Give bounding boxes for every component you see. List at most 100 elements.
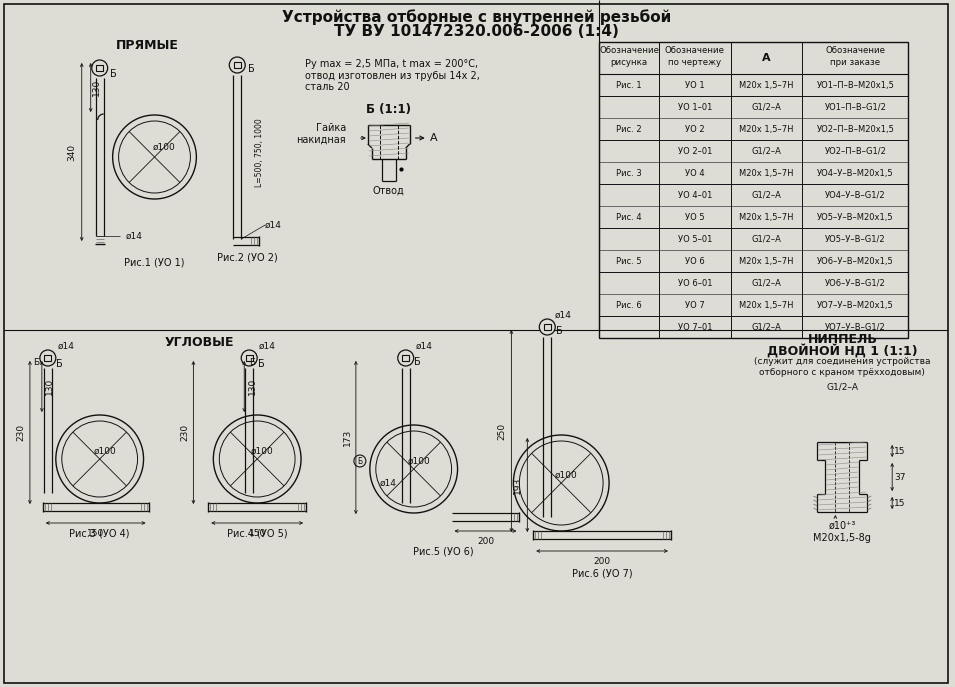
Text: Отвод: Отвод bbox=[372, 186, 405, 196]
Text: ø100: ø100 bbox=[94, 447, 117, 455]
Text: Б: Б bbox=[357, 456, 363, 466]
Text: Рис.5 (УО 6): Рис.5 (УО 6) bbox=[414, 546, 474, 556]
Bar bbox=[44, 355, 52, 361]
Text: УО1–П–В–G1/2: УО1–П–В–G1/2 bbox=[824, 102, 886, 111]
Text: ø10⁺³: ø10⁺³ bbox=[829, 521, 856, 531]
Text: НИППЕЛЬ: НИППЕЛЬ bbox=[807, 333, 878, 346]
Bar bbox=[599, 42, 908, 338]
Text: G1/2–А: G1/2–А bbox=[752, 190, 781, 199]
Text: Рис.4 (УО 5): Рис.4 (УО 5) bbox=[227, 528, 287, 538]
Text: УО 1: УО 1 bbox=[685, 80, 705, 89]
Circle shape bbox=[397, 350, 414, 366]
Text: А: А bbox=[430, 133, 437, 143]
Text: УО6–У–В–М20х1,5: УО6–У–В–М20х1,5 bbox=[817, 256, 894, 265]
Text: G1/2–А: G1/2–А bbox=[752, 234, 781, 243]
Text: УО1–П–В–М20х1,5: УО1–П–В–М20х1,5 bbox=[817, 80, 894, 89]
Text: УО 7–01: УО 7–01 bbox=[677, 322, 712, 332]
Text: 130: 130 bbox=[93, 79, 101, 96]
Text: ТУ ВУ 101472320.006-2006 (1:4): ТУ ВУ 101472320.006-2006 (1:4) bbox=[334, 23, 619, 38]
Text: Рис.6 (УО 7): Рис.6 (УО 7) bbox=[572, 568, 632, 578]
Text: ø14: ø14 bbox=[265, 221, 282, 229]
Text: ПРЯМЫЕ: ПРЯМЫЕ bbox=[117, 38, 179, 52]
Bar bbox=[245, 355, 253, 361]
Text: ø14: ø14 bbox=[379, 479, 396, 488]
Circle shape bbox=[354, 455, 366, 467]
Text: УО6–У–В–G1/2: УО6–У–В–G1/2 bbox=[825, 278, 885, 287]
Text: 200: 200 bbox=[594, 556, 610, 565]
Text: УО 6: УО 6 bbox=[685, 256, 705, 265]
Text: М20х 1,5–7Н: М20х 1,5–7Н bbox=[739, 124, 794, 133]
Text: по чертежу: по чертежу bbox=[668, 58, 721, 67]
Text: при заказе: при заказе bbox=[830, 58, 881, 67]
Text: М20х 1,5–7Н: М20х 1,5–7Н bbox=[739, 168, 794, 177]
Text: Б: Б bbox=[414, 357, 421, 367]
Text: ø14: ø14 bbox=[126, 232, 143, 240]
Text: УО7–У–В–G1/2: УО7–У–В–G1/2 bbox=[825, 322, 885, 332]
Text: 230: 230 bbox=[180, 424, 189, 441]
Text: Б: Б bbox=[249, 357, 255, 366]
Text: 130: 130 bbox=[45, 378, 54, 395]
Bar bbox=[543, 324, 551, 330]
Text: Б: Б bbox=[258, 359, 265, 369]
Text: G1/2–А: G1/2–А bbox=[752, 278, 781, 287]
Text: Рис. 1: Рис. 1 bbox=[616, 80, 642, 89]
Text: Б: Б bbox=[110, 69, 117, 79]
Text: Обозначение: Обозначение bbox=[825, 45, 885, 54]
Text: УО2–П–В–G1/2: УО2–П–В–G1/2 bbox=[824, 146, 886, 155]
Text: ø14: ø14 bbox=[259, 341, 276, 350]
Bar bbox=[234, 62, 241, 68]
Text: 200: 200 bbox=[477, 537, 494, 545]
Text: ø14: ø14 bbox=[57, 341, 74, 350]
Text: УО5–У–В–G1/2: УО5–У–В–G1/2 bbox=[825, 234, 885, 243]
Text: М20х 1,5–7Н: М20х 1,5–7Н bbox=[739, 300, 794, 310]
Text: Обозначение: Обозначение bbox=[665, 45, 725, 54]
Text: G1/2–А: G1/2–А bbox=[752, 102, 781, 111]
Text: 230: 230 bbox=[16, 424, 26, 441]
Text: УО 5–01: УО 5–01 bbox=[678, 234, 712, 243]
Text: G1/2–А: G1/2–А bbox=[752, 322, 781, 332]
Text: Рис. 2: Рис. 2 bbox=[616, 124, 642, 133]
Text: Б: Б bbox=[56, 359, 63, 369]
Text: ДВОЙНОЙ НД 1 (1:1): ДВОЙНОЙ НД 1 (1:1) bbox=[767, 344, 918, 358]
Text: УО 1–01: УО 1–01 bbox=[678, 102, 712, 111]
Text: 130: 130 bbox=[247, 378, 257, 395]
Text: 340: 340 bbox=[67, 144, 76, 161]
Text: ø100: ø100 bbox=[407, 456, 430, 466]
Text: Ру max = 2,5 МПа, t max = 200°С,
отвод изготовлен из трубы 14х 2,
сталь 20: Ру max = 2,5 МПа, t max = 200°С, отвод и… bbox=[305, 59, 480, 92]
Text: 250: 250 bbox=[497, 423, 506, 440]
Text: ø100: ø100 bbox=[251, 447, 273, 455]
Text: 15: 15 bbox=[895, 447, 906, 455]
Text: УО 7: УО 7 bbox=[685, 300, 705, 310]
Circle shape bbox=[92, 60, 108, 76]
Text: Б: Б bbox=[32, 357, 39, 366]
Text: 193: 193 bbox=[513, 476, 521, 494]
Text: УО 2–01: УО 2–01 bbox=[678, 146, 712, 155]
Circle shape bbox=[40, 350, 55, 366]
Text: УО4–У–В–G1/2: УО4–У–В–G1/2 bbox=[825, 190, 885, 199]
Text: L=500, 750, 1000: L=500, 750, 1000 bbox=[255, 119, 264, 188]
Text: Обозначение: Обозначение bbox=[599, 45, 659, 54]
Text: ø100: ø100 bbox=[555, 471, 578, 480]
Text: УО 4: УО 4 bbox=[685, 168, 705, 177]
Text: УО7–У–В–М20х1,5: УО7–У–В–М20х1,5 bbox=[817, 300, 894, 310]
Text: 150: 150 bbox=[248, 528, 265, 537]
Text: УО5–У–В–М20х1,5: УО5–У–В–М20х1,5 bbox=[817, 212, 894, 221]
Circle shape bbox=[540, 319, 555, 335]
Text: Рис.2 (УО 2): Рис.2 (УО 2) bbox=[217, 252, 278, 262]
Text: 37: 37 bbox=[895, 473, 906, 482]
Text: ø14: ø14 bbox=[415, 341, 432, 350]
Text: Рис. 4: Рис. 4 bbox=[616, 212, 642, 221]
Text: ø100: ø100 bbox=[153, 142, 176, 152]
Bar bbox=[402, 355, 409, 361]
Text: рисунка: рисунка bbox=[610, 58, 647, 67]
Text: УО 2: УО 2 bbox=[685, 124, 705, 133]
Text: М20х 1,5–7Н: М20х 1,5–7Н bbox=[739, 212, 794, 221]
Text: Б: Б bbox=[248, 64, 255, 74]
Text: Б (1:1): Б (1:1) bbox=[367, 102, 412, 115]
Circle shape bbox=[242, 350, 257, 366]
Text: УО4–У–В–М20х1,5: УО4–У–В–М20х1,5 bbox=[817, 168, 894, 177]
Text: G1/2–А: G1/2–А bbox=[826, 383, 859, 392]
Text: УГЛОВЫЕ: УГЛОВЫЕ bbox=[164, 335, 234, 348]
Text: Гайка
накидная: Гайка накидная bbox=[296, 123, 346, 145]
Text: 15: 15 bbox=[895, 499, 906, 508]
